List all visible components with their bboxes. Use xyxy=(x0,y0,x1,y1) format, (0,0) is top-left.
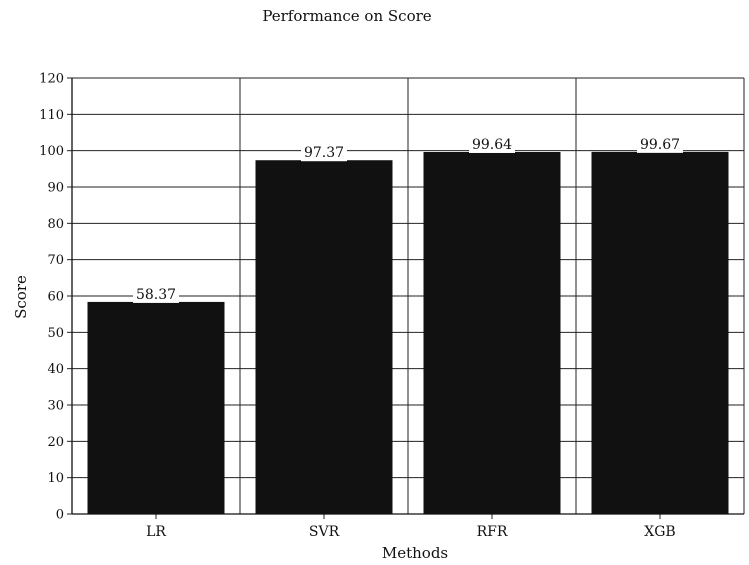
y-axis-label: Score xyxy=(12,275,30,319)
y-tick-label: 40 xyxy=(47,362,64,377)
x-tick-label-svr: SVR xyxy=(309,524,340,540)
data-label-bg xyxy=(133,286,179,303)
axes xyxy=(67,77,744,519)
y-tick-label: 20 xyxy=(47,435,64,450)
bar-rfr xyxy=(423,151,561,514)
bars xyxy=(87,151,729,514)
chart-title: Performance on Score xyxy=(262,7,431,25)
data-label-xgb: 99.67 xyxy=(640,137,680,153)
bar-svr xyxy=(255,160,393,514)
data-label-bg xyxy=(469,136,515,153)
data-label-bg xyxy=(301,145,347,162)
bar-xgb xyxy=(591,151,729,514)
y-tick-label: 10 xyxy=(47,471,64,486)
y-tick-label: 50 xyxy=(47,326,64,341)
y-tick-label: 60 xyxy=(47,290,64,305)
grid xyxy=(72,77,745,514)
data-label-svr: 97.37 xyxy=(304,145,344,161)
y-tick-label: 70 xyxy=(47,253,64,268)
y-tick-label: 30 xyxy=(47,399,64,414)
y-tick-label: 120 xyxy=(39,72,64,87)
bar-lr xyxy=(87,301,225,514)
x-axis-label: Methods xyxy=(382,544,448,562)
data-labels: 58.37 97.37 99.64 99.67 xyxy=(133,136,683,303)
y-tick-label: 80 xyxy=(47,217,64,232)
y-tick-label: 110 xyxy=(39,108,64,123)
y-tick-label: 100 xyxy=(39,144,64,159)
x-tick-label-lr: LR xyxy=(146,524,166,540)
data-label-bg xyxy=(637,136,683,153)
data-label-lr: 58.37 xyxy=(136,287,176,303)
x-tick-label-xgb: XGB xyxy=(644,524,675,540)
y-tick-label: 90 xyxy=(47,181,64,196)
x-tick-label-rfr: RFR xyxy=(477,524,508,540)
y-tick-label: 0 xyxy=(56,508,64,523)
y-tick-labels: 0 10 20 30 40 50 60 70 80 90 100 110 120 xyxy=(39,72,64,523)
x-tick-labels: LR SVR RFR XGB xyxy=(146,524,676,540)
data-label-rfr: 99.64 xyxy=(472,137,512,153)
